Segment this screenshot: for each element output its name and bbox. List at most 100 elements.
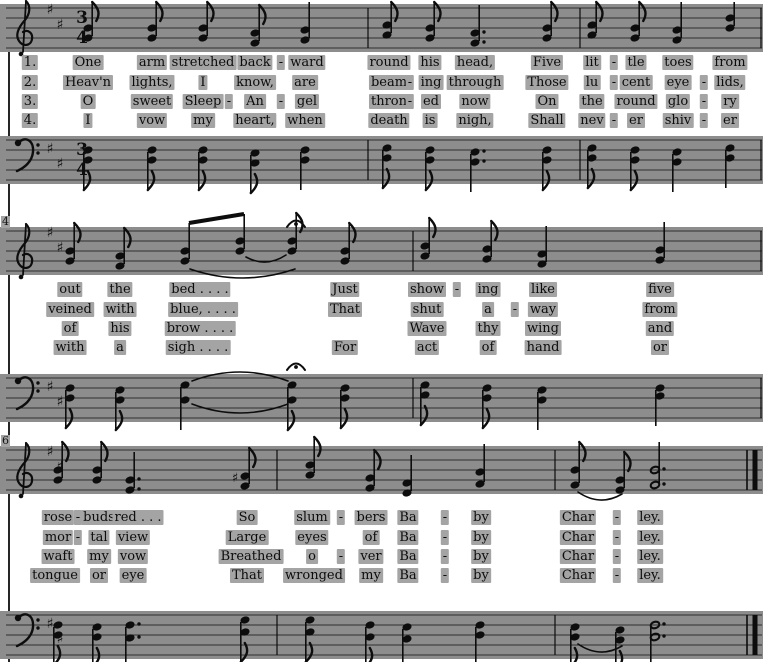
lyric-syllable: now <box>459 94 491 109</box>
lyric-syllable: nev <box>578 113 606 128</box>
lyric-hyphen: - <box>612 549 622 564</box>
lyric-syllable: of <box>479 340 497 355</box>
lyric-syllable: eyes <box>295 530 329 545</box>
lyric-syllable: nigh, <box>456 113 494 128</box>
lyric-syllable: slum <box>294 510 330 525</box>
lyric-syllable: Ba <box>397 530 419 545</box>
lyric-syllable: ley. <box>637 549 663 564</box>
lyric-syllable: tal <box>88 530 110 545</box>
lyric-hyphen: - <box>609 55 619 70</box>
lyric-syllable: Just <box>330 282 360 297</box>
lyric-syllable: sigh . . . . <box>165 340 231 355</box>
lyric-syllable: lit <box>583 55 601 70</box>
lyric-hyphen: - <box>612 568 622 583</box>
lyric-syllable: ward <box>288 55 326 70</box>
lyric-syllable: tle <box>625 55 647 70</box>
lyric-syllable: Char <box>559 549 597 564</box>
lyric-syllable: Ba <box>397 549 419 564</box>
lyric-syllable: back <box>237 55 273 70</box>
lyric-syllable: a <box>482 302 494 317</box>
lyric-syllable: hand <box>524 340 562 355</box>
lyric-syllable: ed <box>420 94 442 109</box>
lyric-syllable: vow <box>136 113 168 128</box>
lyric-hyphen: - <box>440 530 450 545</box>
lyric-syllable: er <box>627 113 645 128</box>
lyric-syllable: Ba <box>397 510 419 525</box>
lyric-hyphen: - <box>405 94 415 109</box>
lyric-syllable: a <box>114 340 126 355</box>
lyric-syllable: blue, . . . . <box>168 302 238 317</box>
lyric-syllable: O <box>80 94 96 109</box>
lyric-syllable: from <box>712 55 748 70</box>
lyric-syllable: round <box>367 55 411 70</box>
lyric-hyphen: - <box>510 302 520 317</box>
lyric-syllable: death <box>368 113 410 128</box>
lyric-syllable: waft <box>41 549 75 564</box>
lyric-syllable: One <box>72 55 104 70</box>
lyric-syllable: veined <box>46 302 94 317</box>
lyric-syllable: five <box>646 282 674 297</box>
svg-text:♯: ♯ <box>47 225 54 241</box>
lyric-syllable: lids, <box>714 75 746 90</box>
lyric-syllable: of <box>61 321 79 336</box>
lyric-syllable: Sleep <box>182 94 224 109</box>
lyric-syllable: Wave <box>407 321 447 336</box>
svg-text:♯: ♯ <box>47 616 54 632</box>
lyric-syllable: er <box>721 113 739 128</box>
lyric-syllable: Five <box>530 55 564 70</box>
lyric-syllable: way <box>527 302 559 317</box>
lyric-hyphen: - <box>612 530 622 545</box>
lyric-syllable: with <box>103 302 137 317</box>
lyric-syllable: 3. <box>21 94 39 109</box>
lyric-syllable: cent <box>619 75 653 90</box>
lyric-syllable: ley. <box>637 530 663 545</box>
lyric-hyphen: - <box>440 568 450 583</box>
lyric-syllable: by <box>471 530 491 545</box>
lyric-syllable: Those <box>525 75 569 90</box>
svg-text:♯: ♯ <box>47 379 54 395</box>
lyric-hyphen: - <box>440 510 450 525</box>
lyric-syllable: his <box>108 321 132 336</box>
lyric-syllable: 4. <box>21 113 39 128</box>
lyric-hyphen: - <box>699 94 709 109</box>
lyric-syllable: wronged <box>283 568 345 583</box>
svg-text:♯: ♯ <box>57 240 64 256</box>
lyric-hyphen: - <box>276 94 286 109</box>
lyric-syllable: round <box>614 94 658 109</box>
lyric-syllable: when <box>285 113 325 128</box>
lyric-syllable: ing <box>418 75 444 90</box>
lyric-syllable: Heav'n <box>62 75 114 90</box>
lyric-syllable: know, <box>234 75 276 90</box>
lyric-syllable: mor <box>42 530 74 545</box>
lyric-syllable: thy <box>475 321 501 336</box>
lyric-syllable: my <box>359 568 383 583</box>
lyric-hyphen: - <box>699 113 709 128</box>
lyric-syllable: I <box>83 113 93 128</box>
lyric-hyphen: - <box>452 282 462 297</box>
lyric-syllable: Shall <box>528 113 566 128</box>
lyric-syllable: heart, <box>233 113 277 128</box>
lyric-syllable: buds <box>81 510 117 525</box>
lyric-syllable: is <box>422 113 438 128</box>
svg-text:3: 3 <box>76 140 88 160</box>
lyric-hyphen: - <box>609 113 619 128</box>
lyric-syllable: ry <box>721 94 739 109</box>
lyric-syllable: eye <box>119 568 147 583</box>
lyric-syllable: bed . . . . <box>169 282 231 297</box>
lyric-syllable: ley. <box>637 568 663 583</box>
svg-text:♯: ♯ <box>57 156 64 172</box>
lyric-hyphen: - <box>276 55 286 70</box>
lyric-syllable: view <box>115 530 151 545</box>
lyric-syllable: An <box>244 94 266 109</box>
lyric-syllable: gel <box>294 94 320 109</box>
lyric-syllable: eye <box>664 75 692 90</box>
lyric-syllable: On <box>535 94 559 109</box>
lyric-hyphen: - <box>612 510 622 525</box>
lyric-syllable: thron <box>368 94 410 109</box>
lyric-syllable: So <box>236 510 258 525</box>
svg-text:♯: ♯ <box>57 17 64 33</box>
lyric-hyphen: - <box>405 75 415 90</box>
lyric-syllable: 2. <box>21 75 39 90</box>
lyric-syllable: rose <box>41 510 75 525</box>
